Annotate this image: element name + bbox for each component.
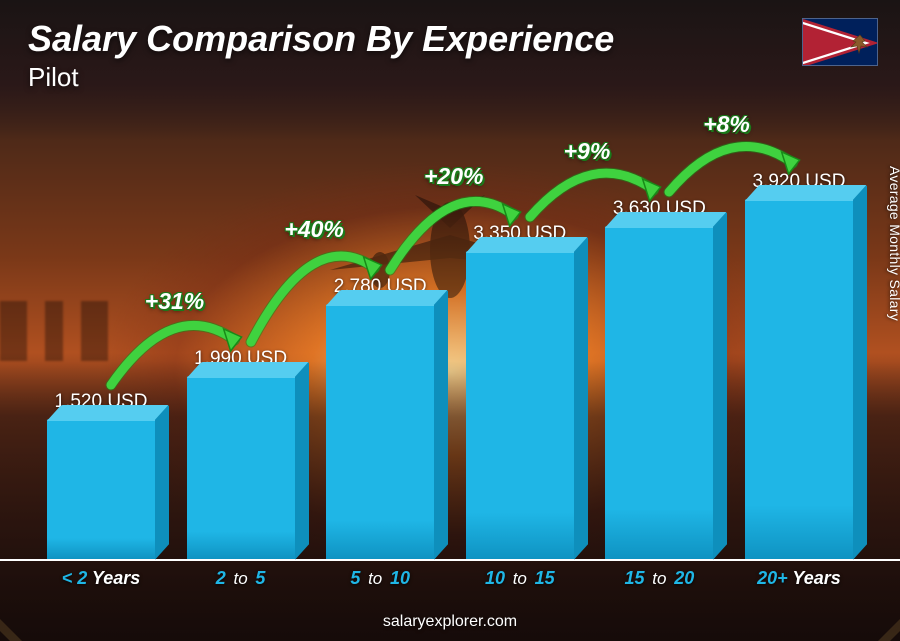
footer-attribution: salaryexplorer.com xyxy=(0,613,900,631)
eagle-icon xyxy=(847,33,873,55)
pct-increase-label: +40% xyxy=(284,216,343,243)
bar: 3,350 USD xyxy=(459,223,581,559)
pct-increase-label: +9% xyxy=(564,138,611,165)
x-axis-label: 10 to 15 xyxy=(459,568,581,589)
chart-title: Salary Comparison By Experience xyxy=(28,18,614,60)
bar: 3,630 USD xyxy=(598,198,720,559)
chart-baseline xyxy=(0,559,900,561)
pct-increase-label: +8% xyxy=(703,111,750,138)
bar: 2,780 USD xyxy=(319,276,441,559)
bar: 3,920 USD xyxy=(738,171,860,559)
salary-bar-chart: 1,520 USD1,990 USD2,780 USD3,350 USD3,63… xyxy=(40,87,860,587)
pct-increase-label: +31% xyxy=(145,288,204,315)
y-axis-label: Average Monthly Salary xyxy=(887,166,900,321)
pct-increase-label: +20% xyxy=(424,163,483,190)
x-axis-label: 15 to 20 xyxy=(598,568,720,589)
country-flag xyxy=(802,18,878,66)
x-axis-label: 5 to 10 xyxy=(319,568,441,589)
bar: 1,990 USD xyxy=(180,348,302,559)
x-axis-label: 2 to 5 xyxy=(180,568,302,589)
bar: 1,520 USD xyxy=(40,391,162,559)
x-axis-label: 20+ Years xyxy=(738,568,860,589)
x-axis-label: < 2 Years xyxy=(40,568,162,589)
